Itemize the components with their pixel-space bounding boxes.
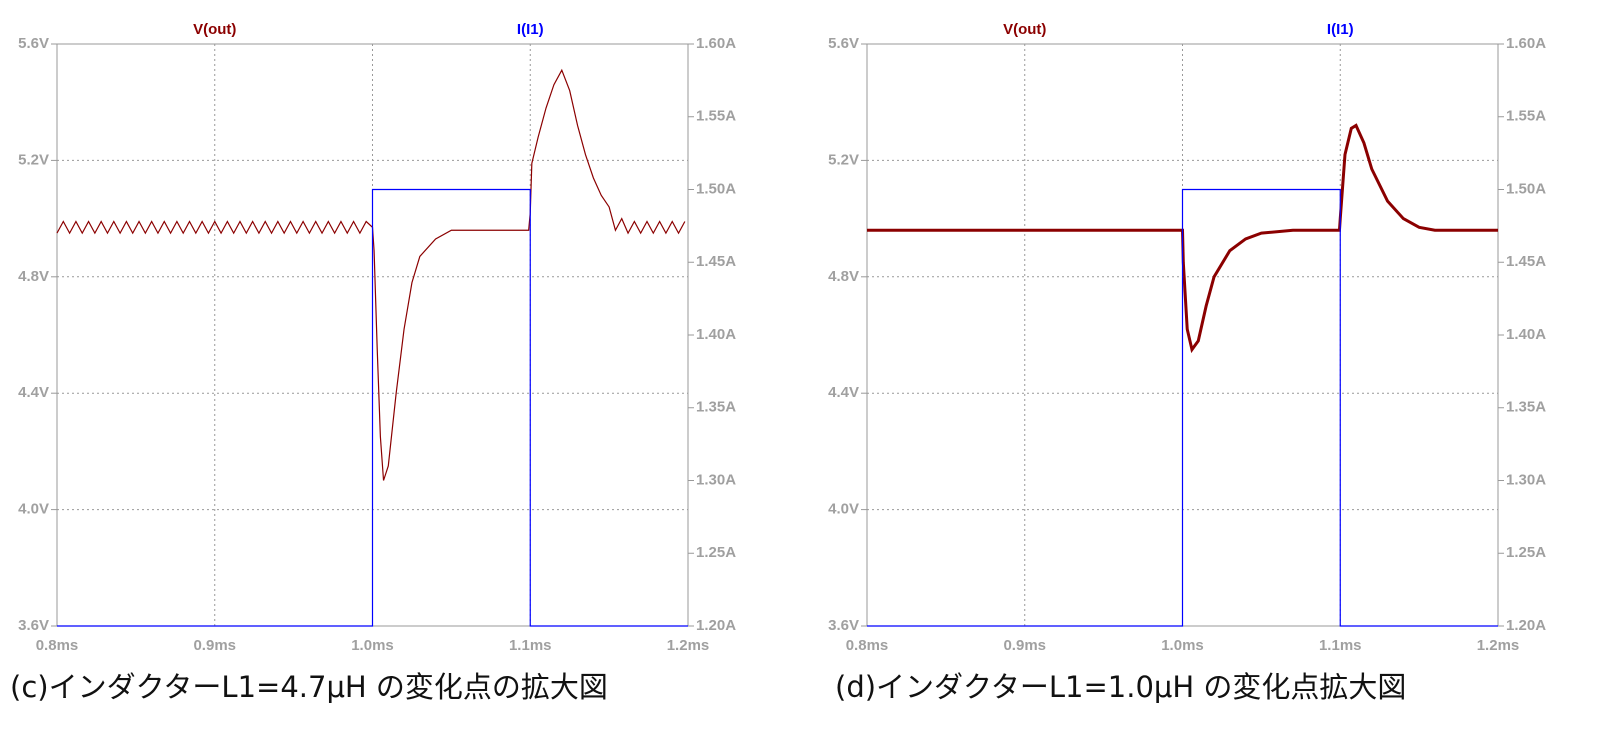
y2-tick-label: 1.45A: [1506, 253, 1546, 270]
y2-tick-label: 1.20A: [696, 617, 736, 634]
y2-tick-label: 1.50A: [1506, 180, 1546, 197]
y-tick-label: 4.0V: [18, 501, 49, 518]
y2-tick-label: 1.50A: [696, 180, 736, 197]
series-line: [56, 68, 686, 481]
y-tick-label: 5.2V: [18, 151, 49, 168]
x-tick-label: 0.9ms: [1003, 637, 1046, 654]
y-tick-label: 5.6V: [828, 35, 859, 52]
y2-tick-label: 1.35A: [1506, 399, 1546, 416]
x-tick-label: 1.0ms: [351, 637, 394, 654]
y2-tick-label: 1.60A: [1506, 35, 1546, 52]
y-tick-label: 4.8V: [18, 268, 49, 285]
series-line: [867, 123, 1498, 354]
legend-label: I(I1): [1327, 21, 1354, 38]
y2-tick-label: 1.40A: [696, 326, 736, 343]
y2-tick-label: 1.30A: [696, 471, 736, 488]
y-tick-label: 4.0V: [828, 501, 859, 518]
y2-tick-label: 1.20A: [1506, 617, 1546, 634]
x-tick-label: 1.2ms: [1477, 637, 1520, 654]
caption: (c)インダクターL1=4.7μH の変化点の拡大図: [10, 670, 608, 704]
y2-tick-label: 1.45A: [696, 253, 736, 270]
y-tick-label: 5.2V: [828, 151, 859, 168]
y-tick-label: 4.4V: [828, 384, 859, 401]
y2-tick-label: 1.25A: [696, 544, 736, 561]
y-tick-label: 5.6V: [18, 35, 49, 52]
legend-label: I(I1): [517, 21, 544, 38]
y-tick-label: 4.8V: [828, 268, 859, 285]
y-tick-label: 3.6V: [18, 617, 49, 634]
x-tick-label: 0.8ms: [846, 637, 889, 654]
x-tick-label: 0.8ms: [36, 637, 79, 654]
y-tick-label: 4.4V: [18, 384, 49, 401]
legend-label: V(out): [193, 21, 236, 38]
series-line: [57, 188, 688, 627]
y2-tick-label: 1.40A: [1506, 326, 1546, 343]
x-tick-label: 1.1ms: [509, 637, 552, 654]
y2-tick-label: 1.55A: [1506, 108, 1546, 125]
x-tick-label: 1.2ms: [667, 637, 710, 654]
x-tick-label: 1.1ms: [1319, 637, 1362, 654]
legend-label: V(out): [1003, 21, 1046, 38]
y2-tick-label: 1.30A: [1506, 471, 1546, 488]
caption: (d)インダクターL1=1.0μH の変化点拡大図: [835, 670, 1406, 704]
y2-tick-label: 1.25A: [1506, 544, 1546, 561]
x-tick-label: 0.9ms: [193, 637, 236, 654]
series-line: [867, 188, 1498, 627]
y-tick-label: 3.6V: [828, 617, 859, 634]
x-tick-label: 1.0ms: [1161, 637, 1204, 654]
y2-tick-label: 1.35A: [696, 399, 736, 416]
y2-tick-label: 1.60A: [696, 35, 736, 52]
y2-tick-label: 1.55A: [696, 108, 736, 125]
